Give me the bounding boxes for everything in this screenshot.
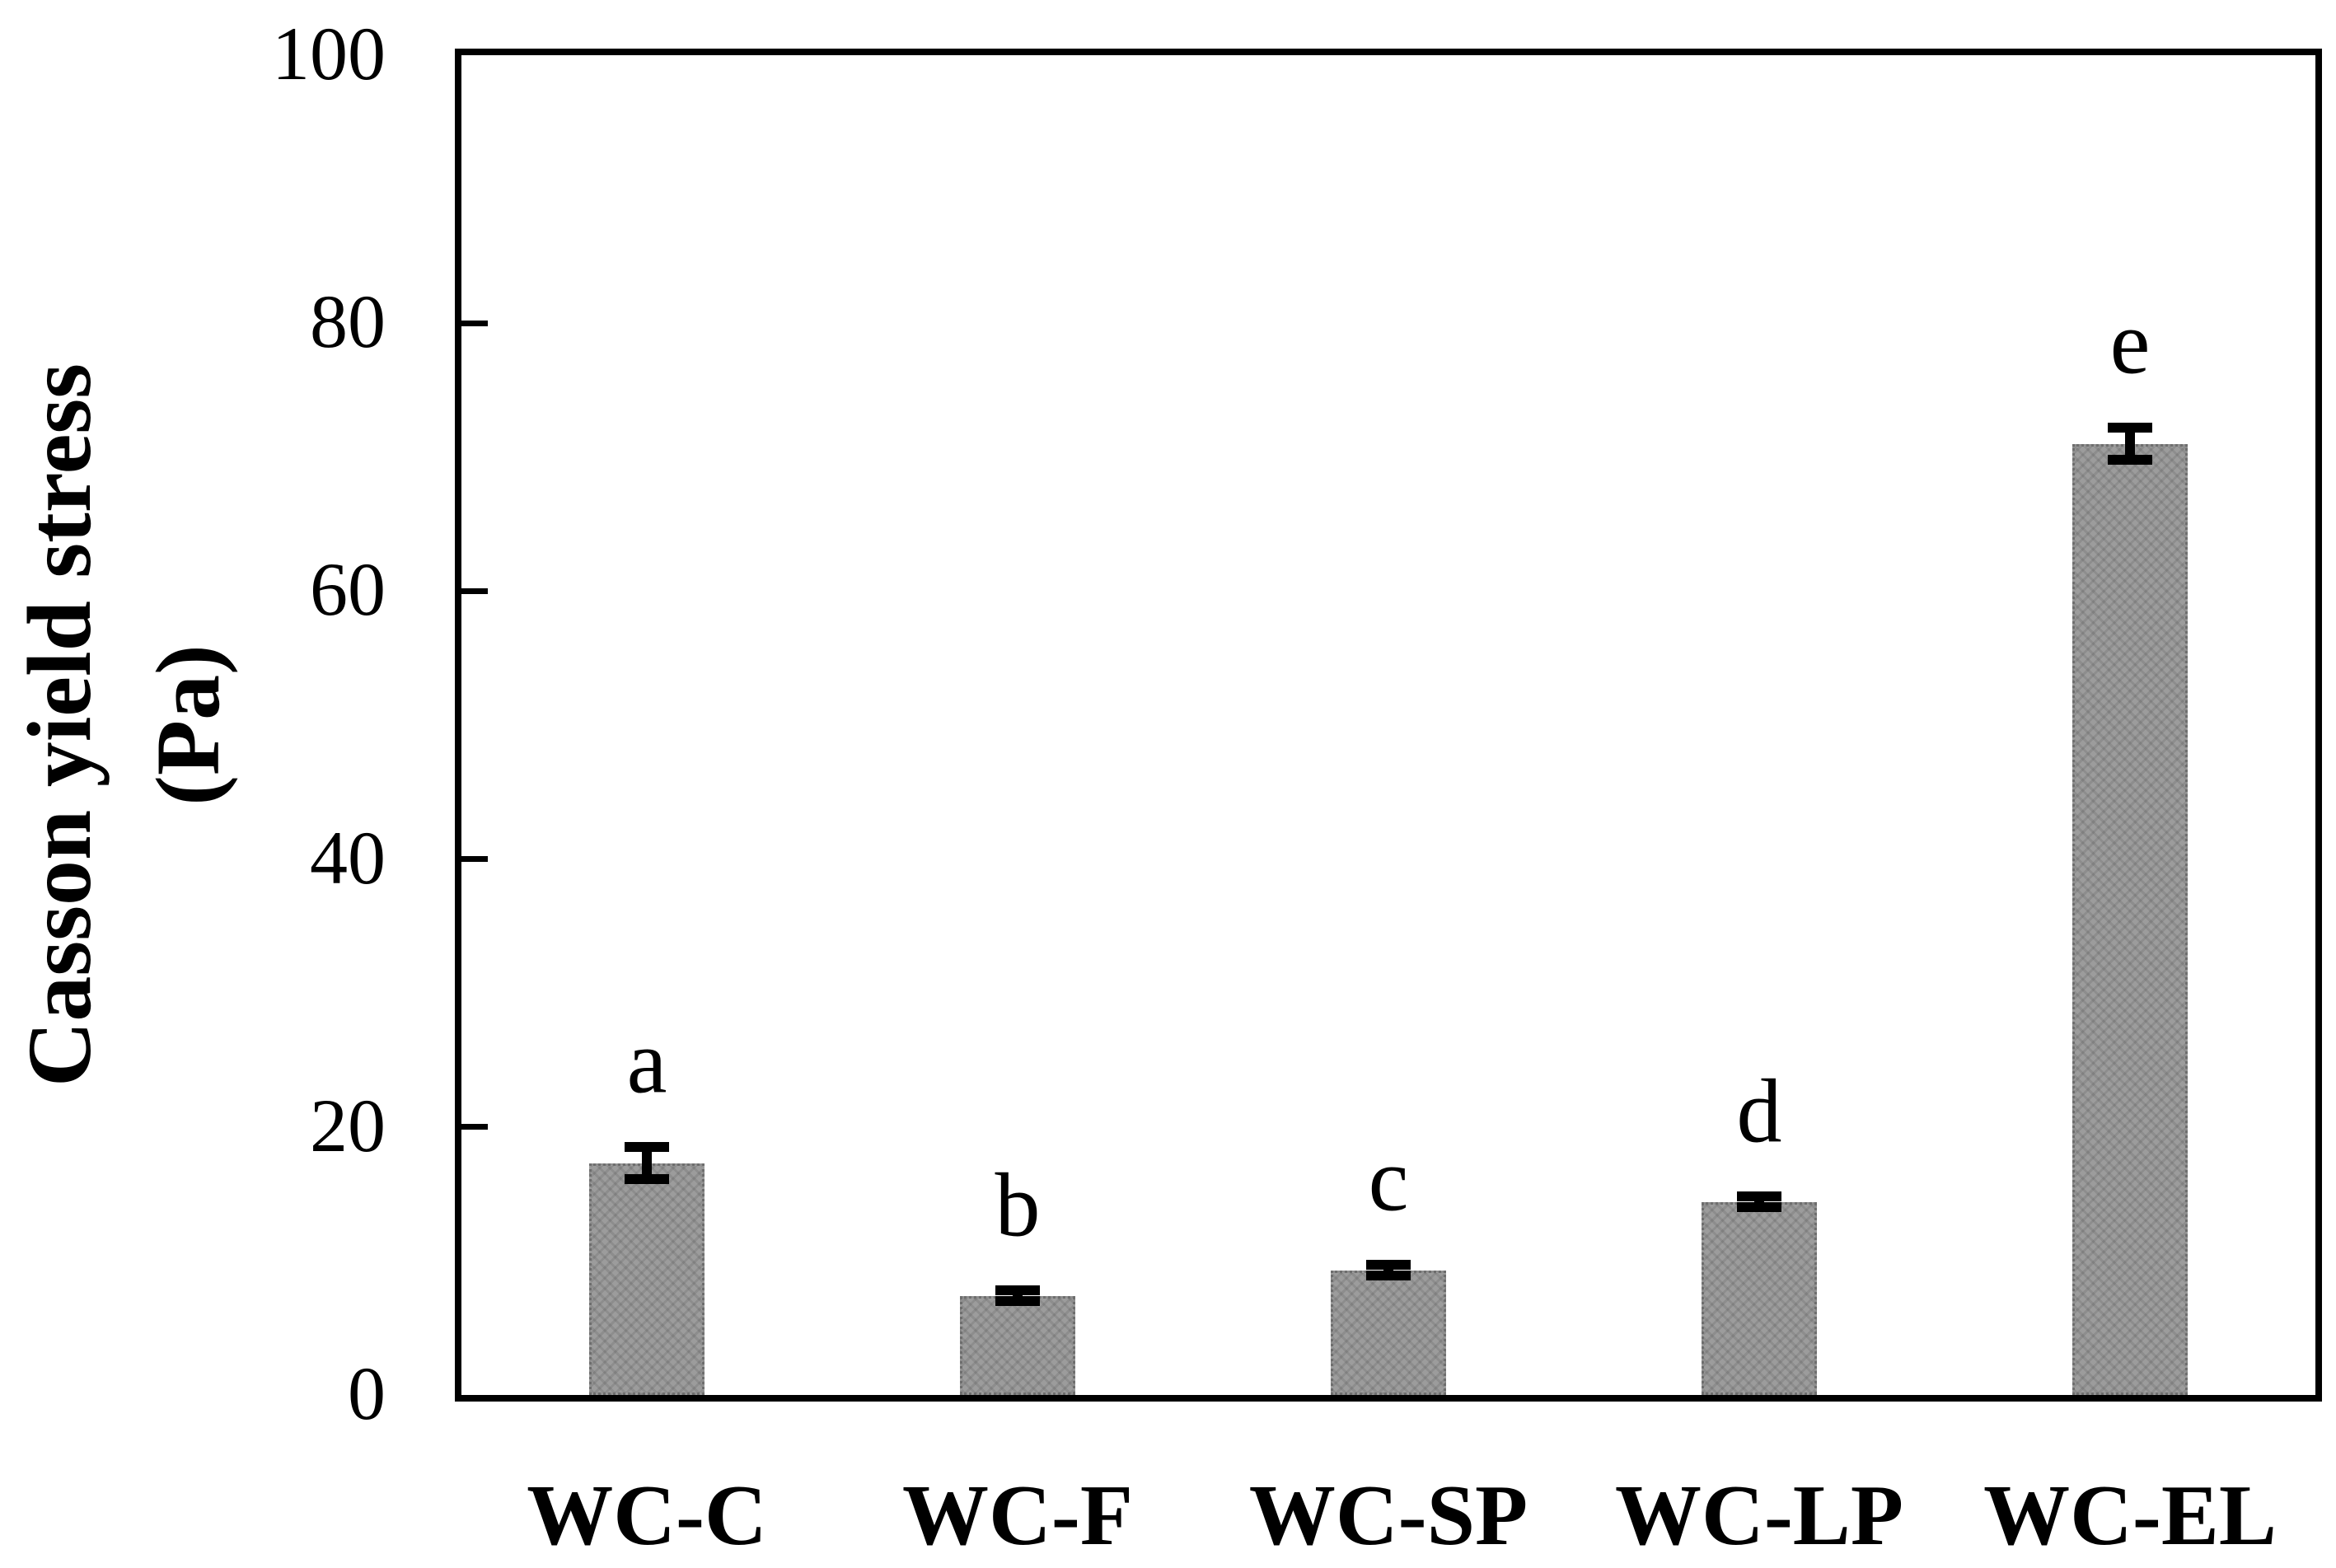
y-tick-label: 100 [272,11,386,96]
y-axis-title-line1: Casson yield stress [8,363,110,1088]
y-tick-label: 80 [310,279,386,364]
error-bar-cap-top [1737,1191,1781,1202]
y-tick-mark [461,320,488,326]
sig-letter: e [2109,292,2151,393]
error-bar-cap-bottom [625,1174,669,1185]
y-tick-label: 40 [310,815,386,900]
y-tick-mark [461,1124,488,1130]
bar [1331,1270,1446,1395]
sig-letter: d [1736,1060,1782,1162]
y-tick-label: 60 [310,547,386,632]
error-bar-cap-bottom [1366,1271,1411,1281]
y-tick-label: 0 [348,1350,386,1435]
plot-area-frame [455,49,2322,1402]
error-bar-line [642,1147,652,1180]
error-bar-cap-top [1366,1260,1411,1271]
sig-letter: b [995,1154,1041,1256]
x-tick-label: WC-F [902,1467,1133,1563]
bar [589,1163,705,1395]
sig-letter: a [626,1011,667,1112]
y-tick-mark [461,856,488,863]
bar [1702,1201,1817,1395]
y-axis-title: Casson yield stress (Pa) [0,363,252,1087]
bar [960,1295,1075,1395]
error-bar-cap-top [625,1142,669,1153]
x-tick-label: WC-SP [1248,1467,1528,1563]
sig-letter: c [1368,1129,1409,1230]
y-tick-mark [461,587,488,594]
error-bar-cap-bottom [995,1296,1040,1307]
error-bar-line [2125,428,2135,461]
y-tick-label: 20 [310,1083,386,1168]
x-tick-label: WC-LP [1615,1467,1903,1563]
error-bar-cap-bottom [2108,455,2152,466]
bar [2072,443,2188,1395]
y-axis-title-line2: (Pa) [138,644,238,806]
x-tick-label: WC-C [527,1467,767,1563]
error-bar-cap-top [995,1285,1040,1296]
error-bar-cap-top [2108,423,2152,433]
x-tick-label: WC-EL [1983,1467,2277,1563]
error-bar-cap-bottom [1737,1202,1781,1213]
